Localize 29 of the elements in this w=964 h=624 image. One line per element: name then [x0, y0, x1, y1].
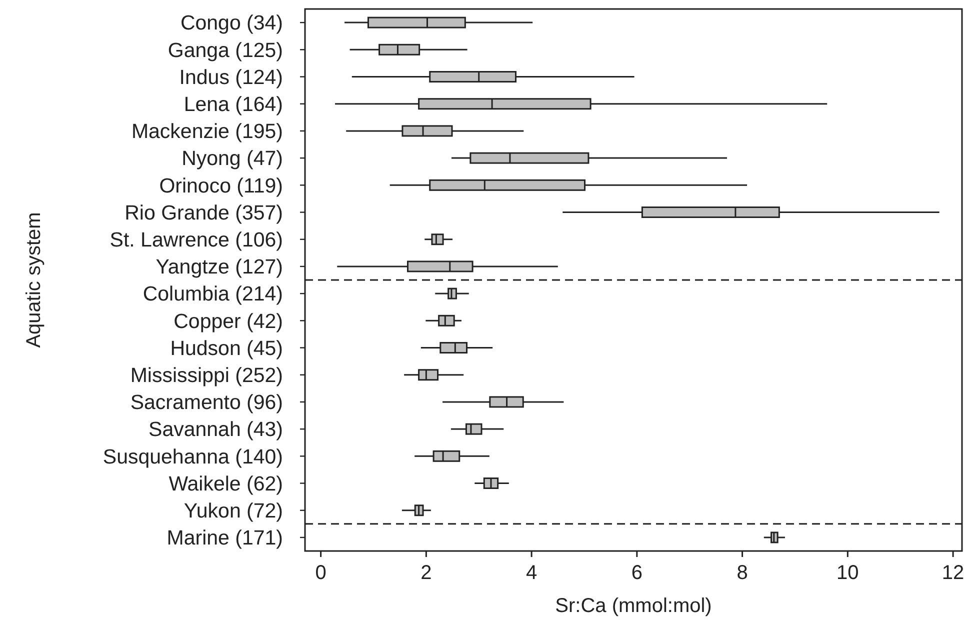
y-tick-label: Yukon (72)	[184, 500, 283, 523]
y-tick-label: Mackenzie (195)	[131, 120, 283, 144]
x-tick-label: 8	[736, 562, 748, 584]
y-tick-label: Columbia (214)	[142, 282, 283, 306]
y-tick-label: Indus (124)	[179, 66, 283, 89]
y-tick-label: Hudson (45)	[170, 336, 283, 360]
y-tick-label: Ganga (125)	[168, 38, 283, 62]
x-tick-label: 2	[420, 562, 432, 584]
y-tick-label: Nyong (47)	[182, 147, 283, 170]
y-tick-label: Yangtze (127)	[156, 256, 283, 279]
x-tick-label: 4	[526, 562, 538, 584]
y-tick-label: Orinoco (119)	[159, 174, 283, 198]
y-tick-label: Marine (171)	[166, 526, 283, 550]
y-tick-label: Susquehanna (140)	[102, 445, 283, 468]
y-tick-label: Lena (164)	[184, 93, 283, 116]
x-tick-label: 10	[836, 562, 859, 584]
x-tick-label: 0	[315, 562, 326, 584]
x-tick-label: 12	[942, 562, 964, 584]
y-tick-label: Savannah (43)	[148, 418, 283, 442]
x-tick-label: 6	[631, 562, 642, 584]
y-tick-label: Sacramento (96)	[130, 391, 283, 414]
y-tick-label: Congo (34)	[180, 12, 283, 35]
y-tick-label: St. Lawrence (106)	[110, 228, 283, 252]
y-tick-label: Copper (42)	[174, 310, 283, 333]
x-axis-title: Sr:Ca (mmol:mol)	[555, 595, 712, 617]
y-axis-title: Aquatic system	[23, 212, 45, 348]
y-tick-label: Mississippi (252)	[130, 364, 283, 388]
y-tick-label: Rio Grande (357)	[124, 201, 283, 224]
y-tick-label: Waikele (62)	[168, 472, 283, 496]
